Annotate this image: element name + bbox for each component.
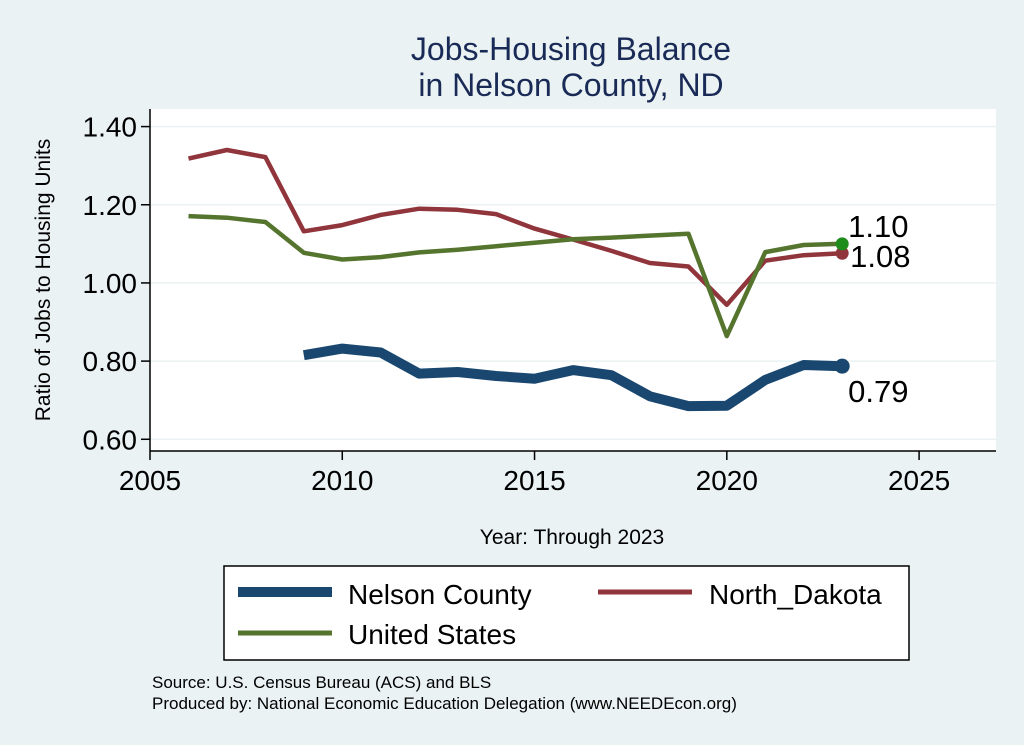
x-tick-label: 2010: [311, 465, 373, 496]
x-ticks: 2005 2010 2015 2020 2025: [119, 451, 950, 496]
y-axis-label: Ratio of Jobs to Housing Units: [32, 139, 55, 421]
y-tick-label: 0.60: [83, 424, 138, 455]
legend-label-united-states: United States: [348, 619, 516, 650]
y-tick-label: 1.00: [83, 268, 138, 299]
legend-label-north-dakota: North_Dakota: [709, 579, 882, 610]
end-marker-north-dakota: [835, 246, 849, 260]
end-label-united-states: 1.10: [848, 209, 908, 244]
chart-title-line-2: in Nelson County, ND: [418, 67, 723, 103]
x-tick-label: 2025: [888, 465, 950, 496]
end-marker-nelson-county: [834, 358, 850, 374]
x-tick-label: 2015: [503, 465, 565, 496]
y-tick-label: 0.80: [83, 346, 138, 377]
produced-by-note: Produced by: National Economic Education…: [152, 694, 737, 713]
series-line-north-dakota: [188, 147, 843, 308]
series-group: [188, 147, 843, 412]
source-note: Source: U.S. Census Bureau (ACS) and BLS: [152, 673, 491, 692]
x-tick-label: 2005: [119, 465, 181, 496]
x-axis-label: Year: Through 2023: [480, 526, 665, 549]
legend-box: [223, 565, 910, 661]
y-tick-label: 1.20: [83, 190, 138, 221]
y-tick-label: 1.40: [83, 112, 138, 143]
chart-title-line-1: Jobs-Housing Balance: [411, 31, 731, 67]
series-line-united-states: [188, 213, 843, 339]
legend-label-nelson-county: Nelson County: [348, 579, 532, 610]
end-label-nelson-county: 0.79: [848, 374, 908, 409]
plot-area: [150, 109, 996, 451]
legend: Nelson County North_Dakota United States: [223, 565, 910, 661]
y-ticks: 0.60 0.80 1.00 1.20 1.40: [83, 112, 150, 455]
end-label-north-dakota: 1.08: [850, 239, 910, 274]
end-labels: 0.79 1.081.10: [848, 209, 910, 409]
end-marker-united-states: [835, 237, 849, 251]
series-line-nelson-county: [302, 343, 843, 412]
end-markers: [834, 237, 850, 374]
x-tick-label: 2020: [696, 465, 758, 496]
